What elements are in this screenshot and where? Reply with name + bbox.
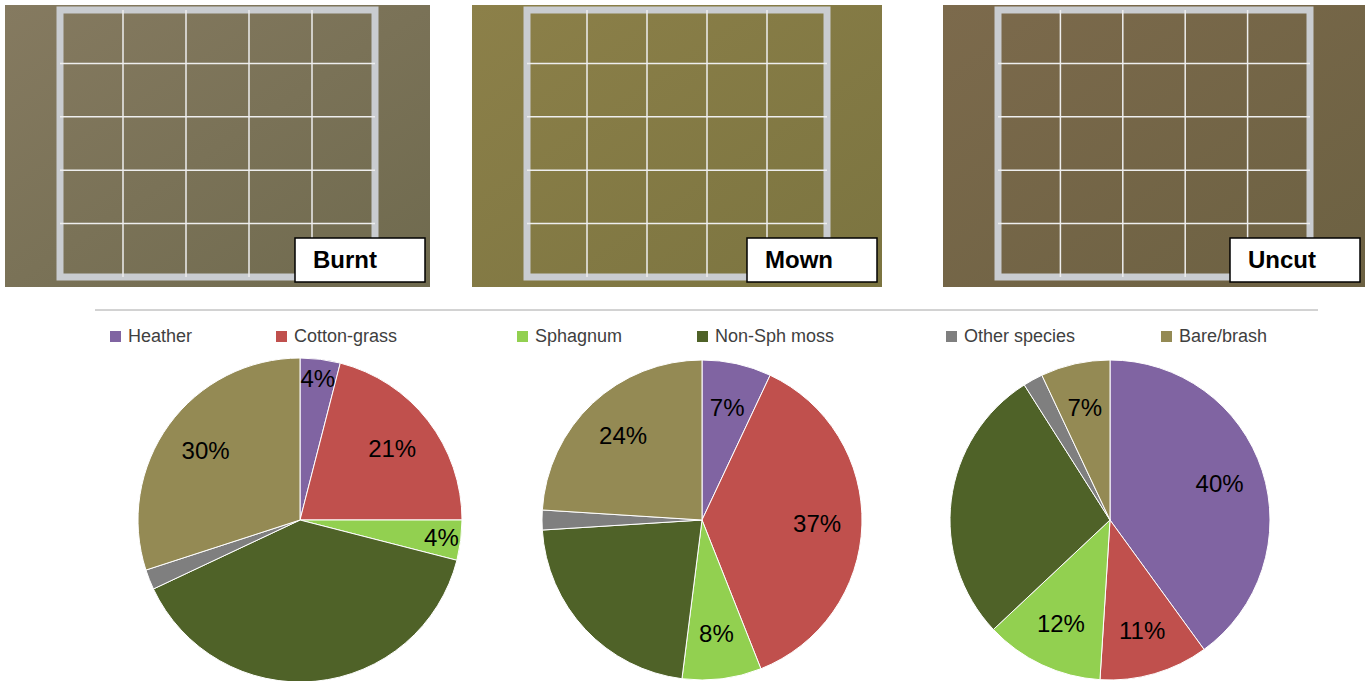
panel-label: Uncut: [1248, 246, 1316, 273]
quadrat-string: [998, 116, 1310, 118]
data-label: 4%: [424, 524, 459, 551]
quadrat-string: [311, 10, 313, 277]
legend-swatch: [517, 331, 528, 342]
label-box: [1230, 238, 1360, 282]
quadrat-string: [527, 63, 827, 65]
data-label: 40%: [1196, 470, 1244, 497]
legend-label: Heather: [128, 326, 192, 346]
quadrat-string: [1060, 10, 1062, 277]
quadrat-string: [185, 10, 187, 277]
photo: [943, 5, 1365, 287]
legend-label: Sphagnum: [535, 326, 622, 346]
quadrat-string: [60, 116, 375, 118]
pie-slice: [542, 520, 702, 679]
data-label: 37%: [793, 510, 841, 537]
data-label: 11%: [1119, 617, 1165, 644]
pie-slice: [1042, 360, 1110, 520]
data-label: 24%: [599, 422, 647, 449]
legend-swatch: [697, 331, 708, 342]
data-label: 7%: [710, 394, 745, 421]
quadrat-string: [527, 169, 827, 171]
legend-label: Bare/brash: [1179, 326, 1267, 346]
pie-slice: [542, 360, 702, 520]
quadrat-string: [122, 10, 124, 277]
quadrat-string: [1247, 10, 1249, 277]
legend-label: Non-Sph moss: [715, 326, 834, 346]
quadrat-string: [998, 223, 1310, 225]
panel-label: Burnt: [313, 246, 377, 273]
data-label: 4%: [301, 365, 336, 392]
pie: [950, 360, 1270, 680]
pie-slice: [300, 363, 462, 520]
photo-panel: [943, 5, 1365, 287]
quadrat-frame: [60, 10, 375, 277]
quadrat-frame: [527, 10, 827, 277]
data-label: 7%: [1068, 394, 1103, 421]
pie: [542, 360, 862, 680]
data-label: 21%: [368, 435, 416, 462]
quadrat-string: [1184, 10, 1186, 277]
photo-panel: [472, 5, 882, 287]
label-box: [747, 238, 877, 282]
legend-label: Other species: [964, 326, 1075, 346]
data-label: 12%: [1037, 610, 1085, 637]
label-box: [295, 238, 425, 282]
legend-swatch: [946, 331, 957, 342]
quadrat-string: [586, 10, 588, 277]
legend-swatch: [110, 331, 121, 342]
pie: [138, 358, 462, 681]
quadrat-frame: [998, 10, 1310, 277]
quadrat-string: [1122, 10, 1124, 277]
separator: [95, 310, 1318, 311]
quadrat-string: [248, 10, 250, 277]
quadrat-string: [60, 223, 375, 225]
quadrat-string: [706, 10, 708, 277]
chart: Burnt Mown Uncut Heather Cotton-grass Sphagnu…: [0, 0, 1369, 681]
quadrat-string: [527, 223, 827, 225]
panel-label: Mown: [765, 246, 833, 273]
quadrat-string: [998, 63, 1310, 65]
quadrat-string: [60, 63, 375, 65]
pie-slice: [1100, 520, 1204, 680]
data-label: 30%: [182, 437, 230, 464]
legend-label: Cotton-grass: [294, 326, 397, 346]
quadrat-string: [998, 169, 1310, 171]
quadrat-string: [766, 10, 768, 277]
photo-panel: [5, 5, 430, 287]
quadrat-string: [527, 116, 827, 118]
pie-slice: [138, 358, 300, 570]
quadrat-string: [646, 10, 648, 277]
quadrat-string: [60, 169, 375, 171]
data-label: 8%: [699, 620, 734, 647]
legend-swatch: [276, 331, 287, 342]
photo: [5, 5, 430, 287]
photo: [472, 5, 882, 287]
legend-swatch: [1161, 331, 1172, 342]
